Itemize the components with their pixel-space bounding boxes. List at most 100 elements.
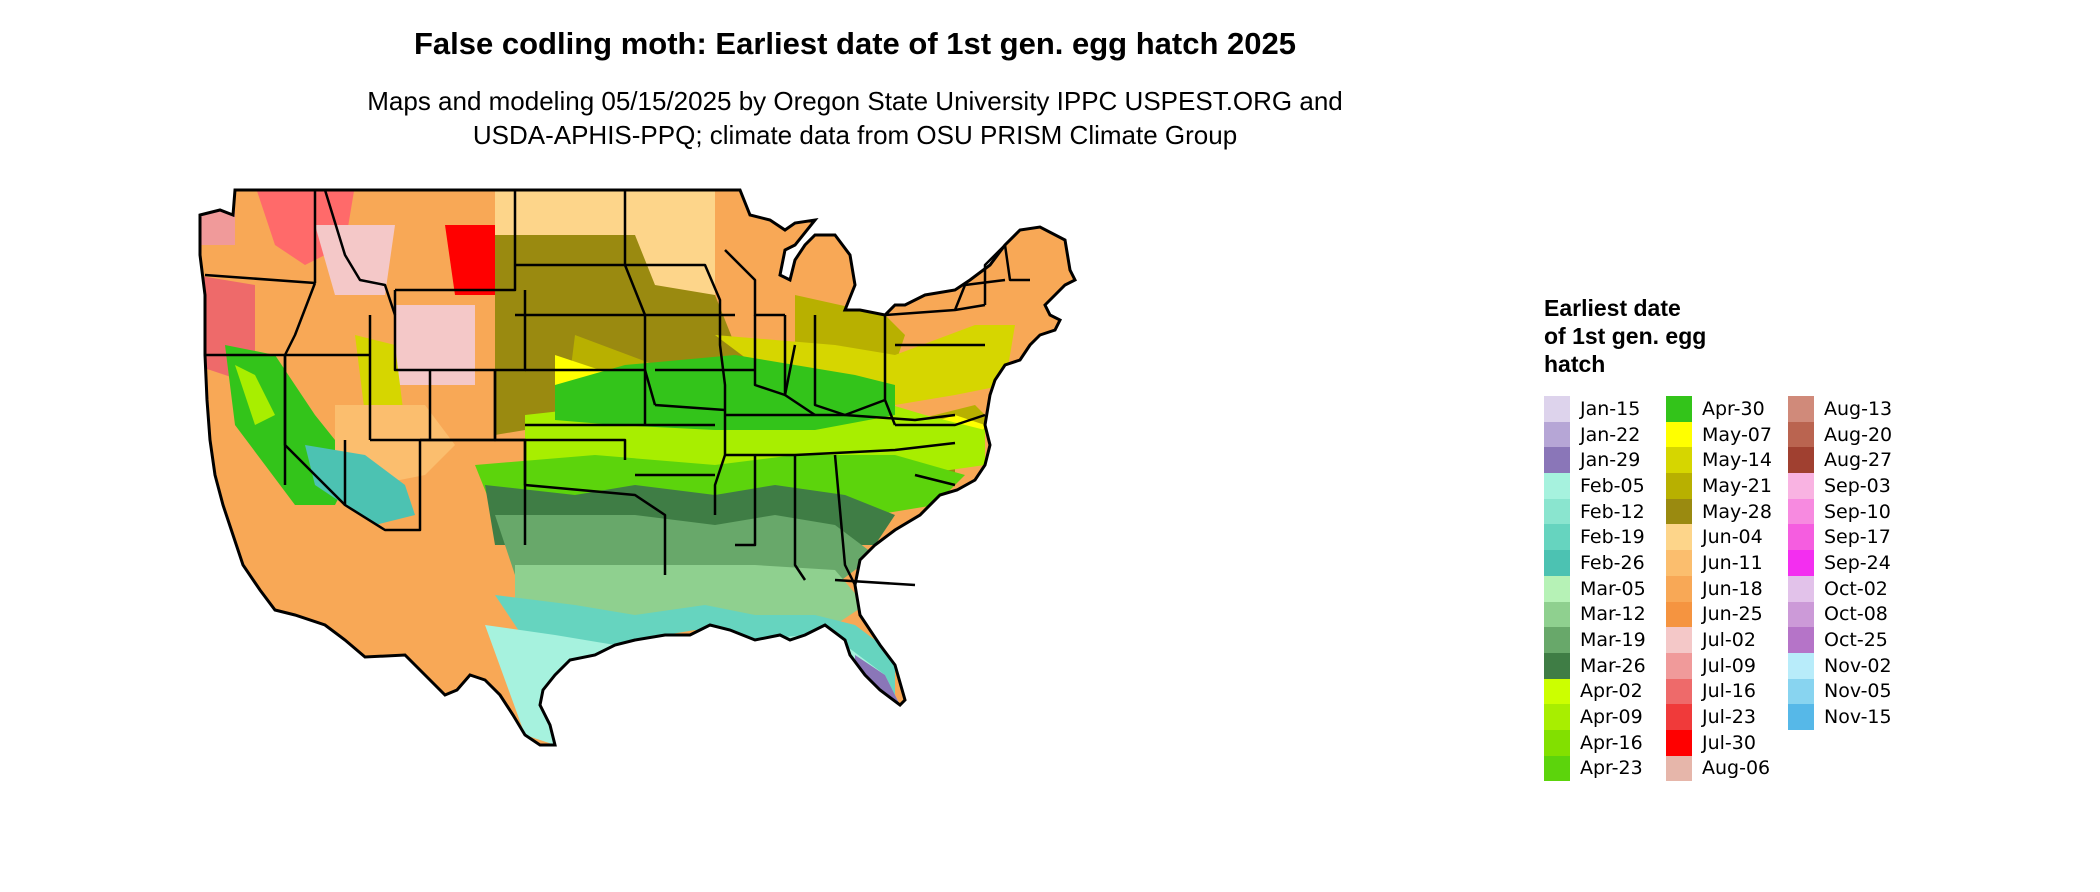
legend-swatch (1666, 498, 1692, 525)
legend-label: Apr-02 (1580, 680, 1643, 703)
legend-label: Aug-20 (1824, 423, 1893, 446)
legend-swatch (1544, 729, 1570, 756)
legend-item: Jul-16 (1666, 678, 1788, 705)
legend-swatch (1788, 550, 1814, 576)
legend-label: May-07 (1702, 423, 1772, 446)
map-title: False codling moth: Earliest date of 1st… (414, 26, 1296, 61)
legend-item: Nov-02 (1788, 652, 1910, 679)
legend-item: Jun-04 (1666, 524, 1788, 551)
legend-swatch (1544, 550, 1570, 576)
legend-label: Apr-30 (1702, 397, 1765, 420)
legend-item: May-14 (1666, 447, 1788, 474)
legend-item: Nov-05 (1788, 678, 1910, 705)
legend-item: Feb-05 (1544, 473, 1666, 499)
legend-label: Nov-15 (1824, 706, 1892, 729)
legend-swatch (1544, 652, 1570, 679)
legend-item: Oct-25 (1788, 627, 1910, 653)
legend-swatch (1788, 524, 1814, 551)
legend-item: Jun-18 (1666, 575, 1788, 602)
legend-swatch (1788, 396, 1814, 422)
legend-swatch (1544, 704, 1570, 730)
legend-label: Mar-26 (1580, 654, 1646, 677)
legend-swatch (1666, 575, 1692, 602)
legend-item: Feb-12 (1544, 498, 1666, 525)
legend-swatch (1666, 627, 1692, 653)
legend-swatch (1666, 652, 1692, 679)
legend-item: Jul-23 (1666, 704, 1788, 730)
legend-swatch (1666, 755, 1692, 782)
legend-swatch (1666, 678, 1692, 705)
legend-label: Jan-29 (1580, 449, 1641, 472)
legend-swatch (1788, 678, 1814, 705)
legend-item: Sep-03 (1788, 473, 1910, 499)
legend-label: Jun-18 (1702, 577, 1763, 600)
legend-item: Mar-12 (1544, 601, 1666, 628)
legend-item: Aug-06 (1666, 755, 1788, 782)
legend-swatch (1544, 755, 1570, 782)
legend-swatch (1788, 652, 1814, 679)
legend-label: Mar-19 (1580, 629, 1646, 652)
legend-swatch (1666, 704, 1692, 730)
legend-item: Apr-02 (1544, 678, 1666, 705)
legend-item: Jun-25 (1666, 601, 1788, 628)
legend-label: Aug-13 (1824, 397, 1893, 420)
legend-swatch (1788, 421, 1814, 448)
subtitle-line-1: Maps and modeling 05/15/2025 by Oregon S… (367, 86, 1343, 116)
legend-label: Feb-19 (1580, 526, 1645, 549)
legend-item: Apr-30 (1666, 396, 1788, 422)
legend-swatch (1788, 575, 1814, 602)
legend-label: Oct-25 (1824, 629, 1888, 652)
us-hatch-date-map (198, 188, 1077, 747)
legend-column: Apr-30 May-07 May-14 May-21 May-28 Jun-04 Jun-… (1666, 396, 1788, 782)
legend-label: Aug-06 (1702, 757, 1771, 780)
legend-label: Sep-10 (1824, 500, 1891, 523)
legend-label: Jul-02 (1702, 629, 1756, 652)
legend-item: Jan-22 (1544, 421, 1666, 448)
legend-swatch (1788, 704, 1814, 730)
legend-item: Apr-23 (1544, 755, 1666, 782)
legend-item: Jul-30 (1666, 729, 1788, 756)
legend-label: Sep-03 (1824, 474, 1891, 497)
legend-item: Jan-29 (1544, 447, 1666, 474)
legend-swatch (1788, 601, 1814, 628)
legend-item: Mar-19 (1544, 627, 1666, 653)
legend-label: Jul-09 (1702, 654, 1756, 677)
legend-item: Aug-20 (1788, 421, 1910, 448)
legend-label: Sep-24 (1824, 551, 1891, 574)
legend-label: Jan-22 (1580, 423, 1641, 446)
legend-label: Jul-16 (1702, 680, 1756, 703)
map-legend: Earliest date of 1st gen. egg hatch Jan-… (1544, 294, 1964, 782)
legend-label: Feb-12 (1580, 500, 1645, 523)
legend-swatch (1544, 524, 1570, 551)
legend-item: Jan-15 (1544, 396, 1666, 422)
legend-swatch (1544, 421, 1570, 448)
legend-item: May-28 (1666, 498, 1788, 525)
legend-swatch (1666, 601, 1692, 628)
legend-item: Apr-09 (1544, 704, 1666, 730)
legend-item: May-21 (1666, 473, 1788, 499)
legend-label: Nov-02 (1824, 654, 1892, 677)
legend-item: Feb-19 (1544, 524, 1666, 551)
legend-label: Oct-08 (1824, 603, 1888, 626)
legend-label: May-28 (1702, 500, 1772, 523)
legend-label: Apr-16 (1580, 731, 1643, 754)
legend-label: Apr-09 (1580, 706, 1643, 729)
legend-item: Oct-02 (1788, 575, 1910, 602)
legend-swatch (1666, 729, 1692, 756)
legend-label: May-21 (1702, 474, 1772, 497)
legend-item: Mar-26 (1544, 652, 1666, 679)
legend-swatch (1666, 421, 1692, 448)
legend-label: Mar-12 (1580, 603, 1646, 626)
legend-title-line: of 1st gen. egg (1544, 323, 1707, 349)
legend-label: Oct-02 (1824, 577, 1888, 600)
legend-swatch (1544, 627, 1570, 653)
legend-label: Apr-23 (1580, 757, 1643, 780)
legend-label: Nov-05 (1824, 680, 1892, 703)
legend-swatch (1544, 498, 1570, 525)
subtitle-line-2: USDA-APHIS-PPQ; climate data from OSU PR… (472, 120, 1238, 150)
legend-item: Sep-10 (1788, 498, 1910, 525)
legend-swatch (1544, 678, 1570, 705)
legend-item: May-07 (1666, 421, 1788, 448)
legend-swatch (1666, 524, 1692, 551)
legend-item: Sep-17 (1788, 524, 1910, 551)
